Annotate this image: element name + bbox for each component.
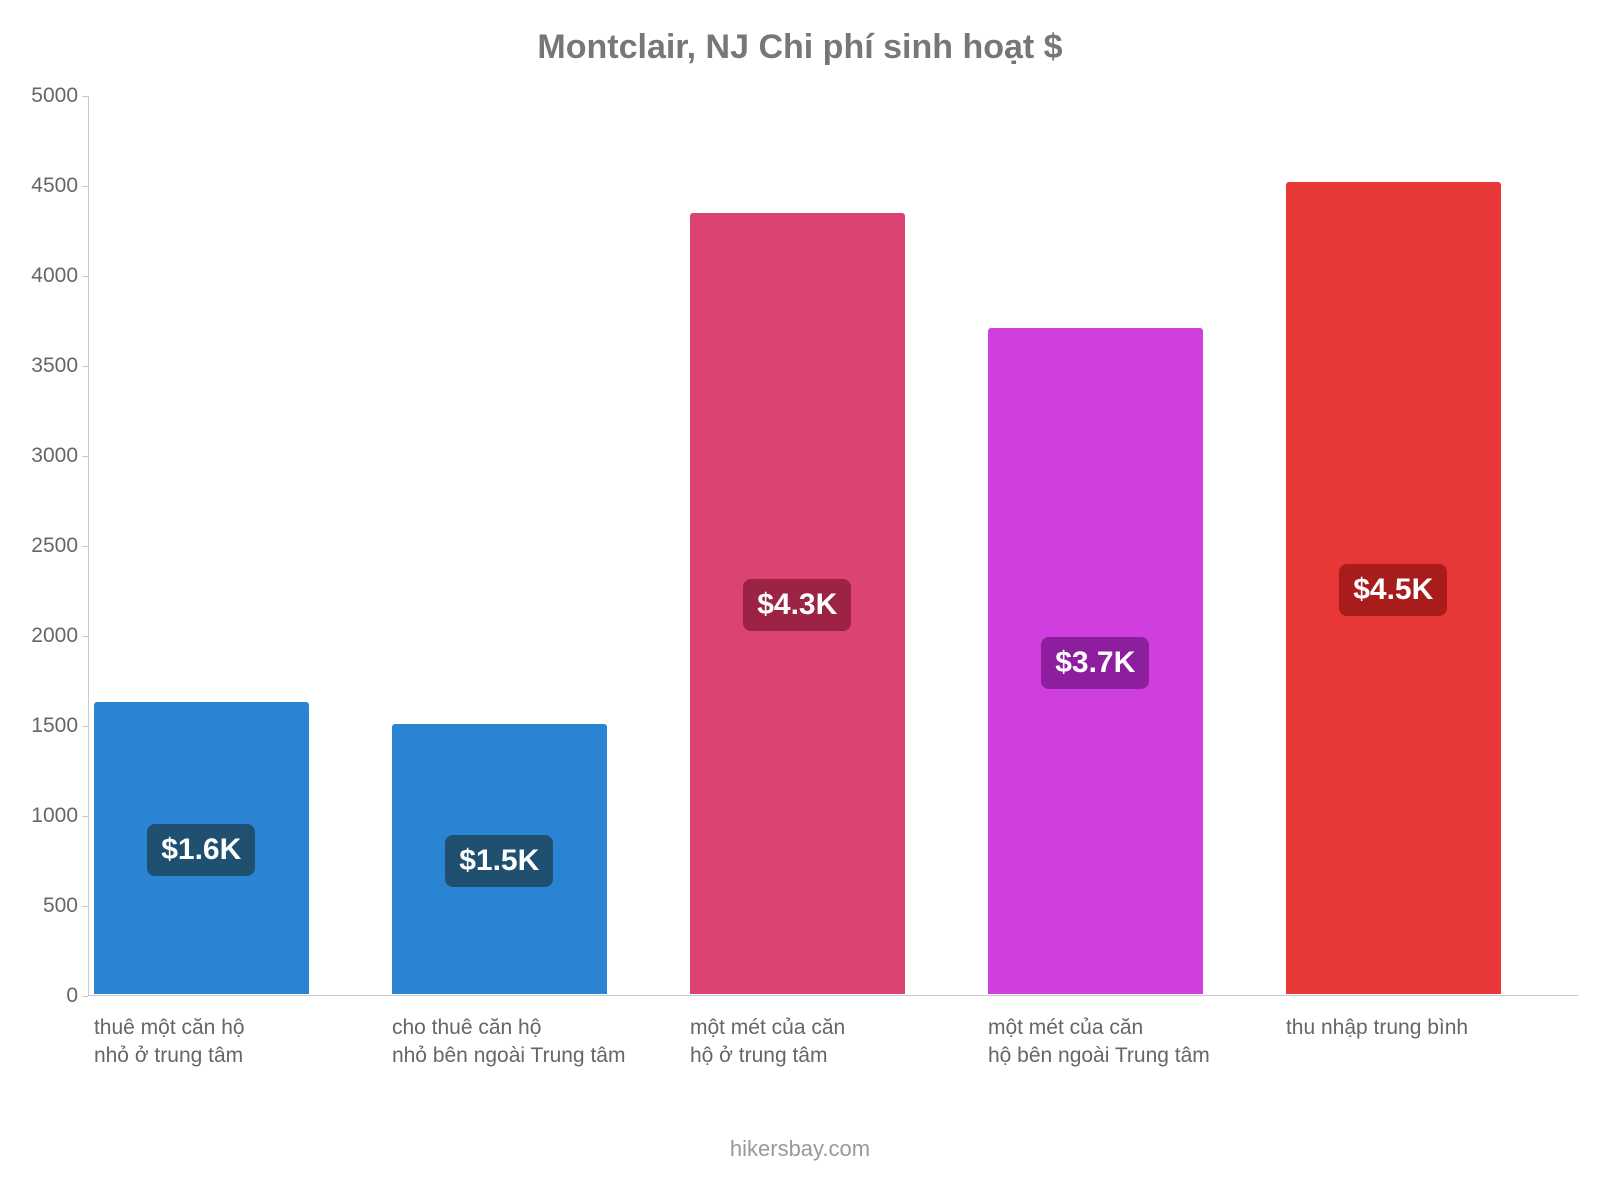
value-badge: $1.6K	[147, 824, 255, 876]
value-badge: $4.5K	[1339, 564, 1447, 616]
y-tick-label: 1000	[31, 804, 88, 828]
value-badge: $1.5K	[445, 835, 553, 887]
value-badge: $4.3K	[743, 579, 851, 631]
y-tick-label: 4500	[31, 174, 88, 198]
y-tick-label: 3000	[31, 444, 88, 468]
y-tick-label: 1500	[31, 714, 88, 738]
x-label: một mét của cănhộ ở trung tâm	[690, 996, 950, 1071]
chart-container: Montclair, NJ Chi phí sinh hoạt $ 050010…	[0, 0, 1600, 1200]
x-label: thu nhập trung bình	[1286, 996, 1546, 1042]
y-tick-label: 2000	[31, 624, 88, 648]
y-axis	[88, 96, 89, 996]
x-label: một mét của cănhộ bên ngoài Trung tâm	[988, 996, 1248, 1071]
y-tick-label: 4000	[31, 264, 88, 288]
y-tick-label: 0	[66, 984, 88, 1008]
chart-footer: hikersbay.com	[0, 1136, 1600, 1162]
value-badge: $3.7K	[1041, 637, 1149, 689]
plot-area: 0500100015002000250030003500400045005000…	[88, 96, 1578, 996]
y-tick-label: 3500	[31, 354, 88, 378]
x-label: thuê một căn hộnhỏ ở trung tâm	[94, 996, 354, 1071]
chart-title: Montclair, NJ Chi phí sinh hoạt $	[0, 28, 1600, 67]
y-tick-label: 2500	[31, 534, 88, 558]
x-label: cho thuê căn hộnhỏ bên ngoài Trung tâm	[392, 996, 652, 1071]
y-tick-label: 5000	[31, 84, 88, 108]
y-tick-label: 500	[43, 894, 88, 918]
